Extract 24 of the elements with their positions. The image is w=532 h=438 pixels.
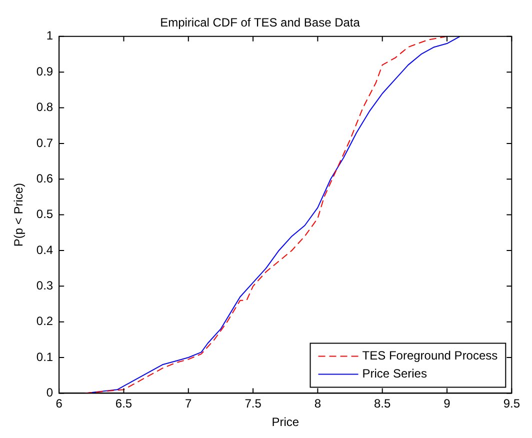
- y-tick-label: 0.2: [36, 314, 54, 328]
- y-axis-title: P(p < Price): [12, 182, 26, 247]
- x-tick-label: 8.5: [374, 396, 392, 411]
- chart-title: Empirical CDF of TES and Base Data: [160, 16, 360, 30]
- y-tick-label: 0.5: [36, 207, 54, 222]
- y-tick-label: 0.3: [36, 278, 54, 292]
- y-tick-label: 0.8: [36, 100, 54, 114]
- x-tick-label: 8: [314, 396, 322, 411]
- y-tick-label: 0: [46, 386, 54, 400]
- y-tick-label: 0.1: [36, 350, 54, 364]
- x-tick-label: 6: [56, 396, 63, 411]
- x-tick-label: 9.5: [503, 396, 520, 411]
- legend-label: TES Foreground Process: [362, 348, 498, 363]
- legend-label: Price Series: [362, 366, 427, 381]
- y-tick-label: 0.7: [36, 136, 54, 150]
- x-tick-label: 9: [444, 396, 451, 411]
- y-tick-label: 1: [46, 28, 54, 43]
- y-tick-label: 0.4: [36, 242, 54, 257]
- x-tick-label: 7.5: [244, 396, 262, 411]
- y-tick-label: 0.6: [36, 171, 54, 186]
- y-tick-label: 0.9: [36, 64, 54, 78]
- x-tick-label: 6.5: [115, 396, 132, 411]
- x-tick-label: 7: [185, 396, 192, 411]
- x-axis-title: Price: [272, 415, 300, 430]
